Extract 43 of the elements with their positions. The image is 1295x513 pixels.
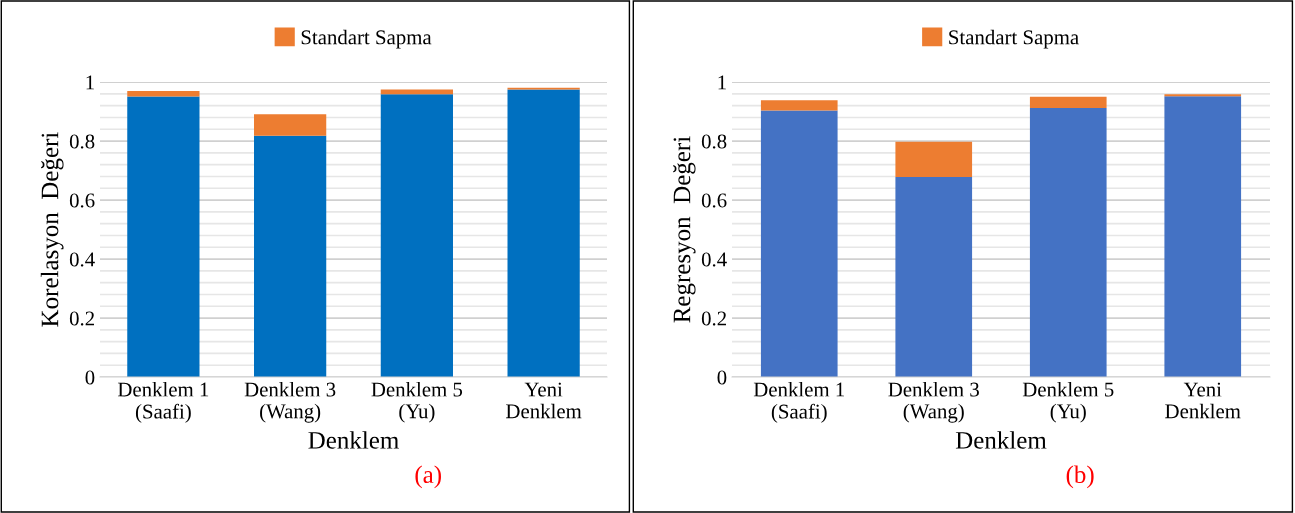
y-tick-label: 0: [717, 370, 727, 385]
bar: [380, 94, 453, 378]
y-tick-label: 0.8: [701, 134, 727, 149]
bar: [127, 90, 200, 97]
y-tick-label: 0.2: [69, 311, 94, 326]
y-tick-label: 0: [85, 370, 95, 385]
bar: [254, 135, 327, 378]
x-axis-title: Denklem: [308, 431, 399, 449]
bar: [1164, 96, 1242, 378]
y-axis-title: Regresyon Değeri: [673, 136, 696, 323]
x-tick-label: Denklem 5 (Yu): [1022, 381, 1114, 423]
x-tick-label: Denklem 5 (Yu): [371, 381, 463, 423]
bar: [507, 89, 580, 378]
x-tick-label: Denklem 1 (Saafi): [117, 381, 209, 423]
x-tick-label: Yeni Denklem: [1165, 382, 1241, 419]
y-tick-label: 1: [86, 75, 94, 90]
y-tick-label: 0.2: [701, 311, 726, 326]
bar: [380, 89, 453, 95]
bar: [895, 141, 973, 178]
y-tick-label: 0.8: [69, 134, 95, 149]
x-tick-label: Denklem 3 (Wang): [888, 381, 979, 423]
bar: [1164, 94, 1242, 97]
y-tick-label: 0.6: [69, 193, 95, 208]
legend-label: Standart Sapma: [301, 29, 432, 49]
x-axis-title: Denklem: [955, 431, 1047, 449]
bar: [254, 114, 327, 136]
y-tick-label: 1: [718, 75, 726, 90]
bar: [1029, 96, 1107, 109]
y-tick-label: 0.6: [701, 193, 727, 208]
bar: [760, 110, 838, 378]
text: (b): [1066, 465, 1094, 489]
bar: [760, 100, 838, 111]
bar: [895, 177, 973, 378]
y-tick-label: 0.4: [69, 252, 95, 267]
y-tick-label: 0.4: [701, 252, 727, 267]
bar: [1029, 108, 1107, 378]
x-tick-label: Denklem 1 (Saafi): [753, 381, 844, 423]
y-axis-title: Korelasyon Değeri: [40, 132, 64, 327]
legend-label: Standart Sapma: [949, 29, 1079, 49]
bar: [127, 96, 200, 378]
x-tick-label: Yeni Denklem: [506, 382, 582, 419]
x-tick-label: Denklem 3 (Wang): [244, 381, 336, 423]
text: (a): [415, 465, 441, 489]
